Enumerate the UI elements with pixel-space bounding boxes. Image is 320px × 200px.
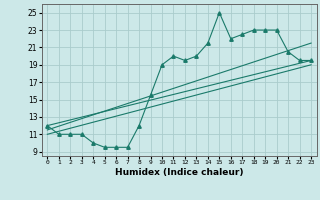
- X-axis label: Humidex (Indice chaleur): Humidex (Indice chaleur): [115, 168, 244, 177]
